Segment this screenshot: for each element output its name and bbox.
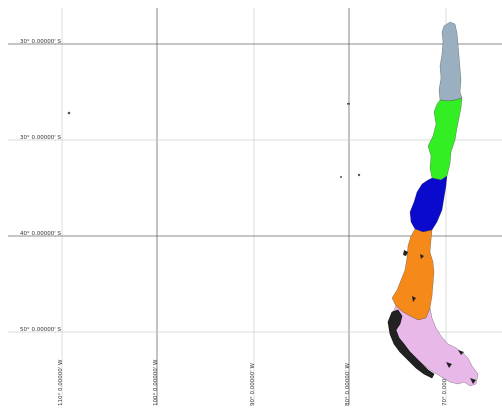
region-north[interactable] — [438, 21, 463, 102]
region-south[interactable] — [391, 228, 435, 321]
coast-fragment — [412, 296, 416, 302]
island-marker — [347, 103, 350, 105]
coast-fragment — [470, 378, 476, 384]
longitude-label: 70° 0.00000' W — [442, 362, 448, 406]
region-central-south[interactable] — [409, 175, 448, 233]
latitude-label: 40° 0.00000' S — [20, 231, 62, 237]
island-marker — [67, 111, 71, 115]
coast-fragment — [458, 350, 464, 355]
latitude-label: 30° 0.00000' S — [20, 39, 62, 45]
longitude-label: 80° 0.00000' W — [345, 362, 351, 406]
longitude-label: 90° 0.00000' W — [250, 362, 256, 406]
coast-fragment — [420, 254, 424, 259]
latitude-label: 50° 0.00000' S — [20, 327, 62, 333]
island-marker — [357, 173, 361, 177]
island-marker — [340, 176, 342, 178]
region-north-central[interactable] — [427, 97, 463, 181]
latitude-label: 30° 0.00000' S — [20, 135, 62, 141]
longitude-label: 110° 0.00000' W — [58, 359, 64, 406]
archipelago-coastline — [387, 309, 435, 379]
longitude-label: 100° 0.00000' W — [153, 359, 159, 406]
coast-fragment — [446, 362, 452, 368]
coast-fragment — [403, 250, 408, 256]
